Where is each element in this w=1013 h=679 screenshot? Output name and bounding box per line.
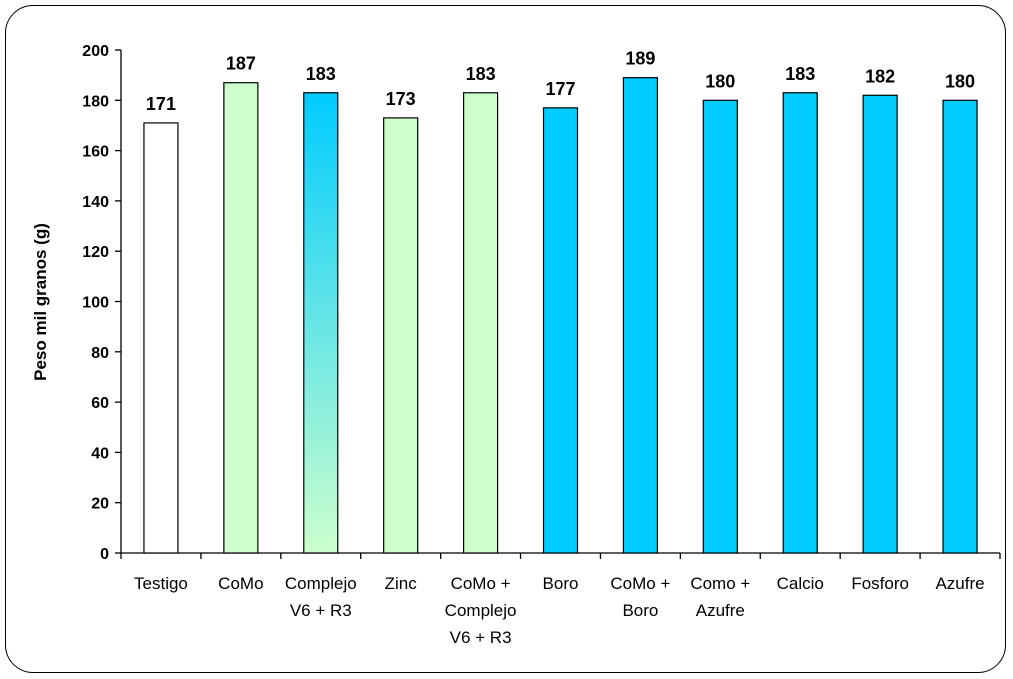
x-category-label: Como + (690, 574, 750, 593)
bar (862, 94, 898, 554)
bar-value-label: 177 (545, 79, 575, 99)
x-category-label: Complejo (445, 601, 517, 620)
bar (303, 92, 339, 554)
x-category-label: CoMo (218, 574, 263, 593)
bar (942, 99, 978, 554)
y-tick-label: 200 (82, 43, 109, 60)
bar-value-label: 183 (785, 64, 815, 84)
x-category-label: Azufre (935, 574, 984, 593)
x-category-label: Calcio (777, 574, 824, 593)
bar-value-label: 189 (625, 49, 655, 69)
bar-value-label: 171 (146, 94, 176, 114)
y-tick-label: 160 (82, 144, 109, 161)
y-axis-label: Peso mil granos (g) (31, 223, 50, 381)
bar-value-label: 183 (466, 64, 496, 84)
bar (383, 117, 419, 554)
y-tick-label: 60 (91, 395, 109, 412)
chart-frame (5, 5, 1006, 673)
x-category-label: Zinc (385, 574, 418, 593)
bar (462, 92, 499, 554)
x-category-label: Azufre (696, 601, 745, 620)
labels: 0 20 40 60 80 100 120 140 160 180 200 171 Testigo 187… (82, 43, 984, 647)
bar-value-label: 180 (945, 71, 975, 91)
bar-value-label: 173 (386, 89, 416, 109)
bar-value-label: 187 (226, 54, 256, 74)
y-tick-label: 80 (91, 345, 109, 362)
x-category-label: V6 + R3 (450, 628, 512, 647)
bar (622, 77, 659, 554)
bars (143, 77, 978, 554)
x-category-label: Complejo (285, 574, 357, 593)
x-category-label: CoMo + (610, 574, 670, 593)
x-category-label: V6 + R3 (290, 601, 352, 620)
y-tick-label: 40 (91, 445, 109, 462)
x-category-label: Boro (622, 601, 658, 620)
bar-value-label: 182 (865, 66, 895, 86)
bar-value-label: 180 (705, 71, 735, 91)
bar (223, 82, 259, 554)
bar (702, 99, 738, 554)
y-tick-label: 20 (91, 496, 109, 513)
bar-value-label: 183 (306, 64, 336, 84)
x-category-label: CoMo + (451, 574, 511, 593)
x-category-label: Fosforo (851, 574, 909, 593)
axes (115, 49, 1001, 559)
bar (542, 107, 579, 554)
bar (143, 122, 179, 554)
x-category-label: Boro (543, 574, 579, 593)
x-category-label: Testigo (134, 574, 188, 593)
y-tick-label: 140 (82, 194, 109, 211)
y-tick-label: 0 (100, 546, 109, 563)
y-tick-label: 180 (82, 93, 109, 110)
bar (782, 92, 818, 554)
y-tick-label: 120 (82, 244, 109, 261)
y-tick-label: 100 (82, 295, 109, 312)
